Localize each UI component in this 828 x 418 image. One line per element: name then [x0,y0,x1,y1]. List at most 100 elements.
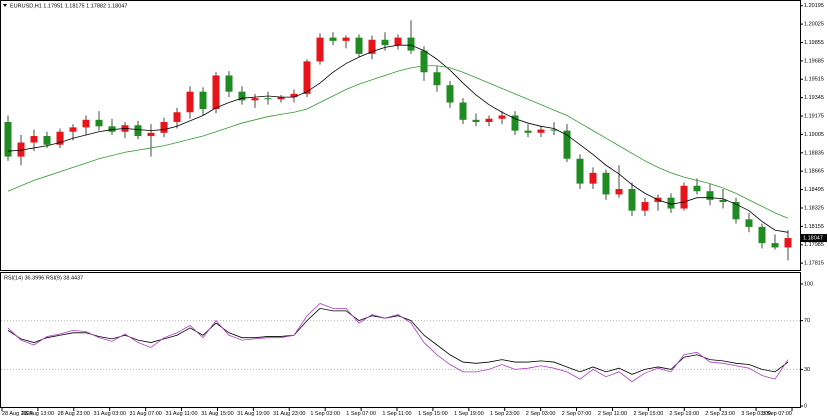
price-header: EURUSD,H1 1.17951 1.18175 1.17882 1.1804… [10,3,127,9]
indicator-line [7,44,789,233]
y-tick-label: 1.19005 [804,132,824,138]
candle-body [173,112,181,122]
x-tick-label: 31 Aug 11:00 [166,411,198,417]
y-tick-label: 1.18155 [804,224,824,230]
candle-body [485,118,493,122]
x-tick-label: 1 Sep 23:00 [490,411,520,417]
y-tick-label: 1.19345 [804,95,824,101]
candle-body [641,202,649,211]
candle-body [186,91,194,113]
candle-body [329,37,337,41]
y-tick-label: 30 [804,367,810,373]
candle-body [433,72,441,86]
y-tick-label: 1.19515 [804,77,824,83]
candle-body [537,129,545,133]
candle-body [459,102,467,120]
x-tick-label: 31 Aug 23:00 [273,411,305,417]
candle-body [693,185,701,192]
candle-body [69,127,77,132]
x-tick-label: 28 Aug 2020 [2,411,33,417]
candle-body [446,85,454,103]
candle-body [95,119,103,127]
x-tick-label: 3 Sep 03:00 [741,411,771,417]
candle-body [394,37,402,46]
y-tick-label: 1.19855 [804,40,824,46]
candle-body [82,119,90,128]
candle-body [30,136,38,143]
indicator-line [7,303,789,383]
candle-body [667,197,675,209]
x-tick-label: 1 Sep 11:00 [382,411,411,417]
candle-body [589,172,597,184]
candle-body [719,199,727,203]
x-tick-label: 31 Aug 19:00 [237,411,269,417]
x-tick-label: 1 Sep 03:00 [310,411,340,417]
y-tick-label: 1.19685 [804,58,824,64]
x-tick-label: 2 Sep 19:00 [669,411,699,417]
candle-body [550,129,558,131]
candle-body [160,121,168,133]
candle-body [277,97,285,100]
candle-body [407,37,415,51]
candle-body [134,125,142,137]
candle-body [43,136,51,145]
y-tick-label: 1.20025 [804,22,824,28]
x-tick-label: 2 Sep 07:00 [562,411,592,417]
candle-body [563,130,571,159]
x-tick-label: 2 Sep 03:00 [526,411,556,417]
candle-body [732,202,740,220]
candle-body [342,37,350,41]
candle-body [524,130,532,133]
x-tick-label: 2 Sep 15:00 [634,411,664,417]
x-tick-label: 2 Sep 11:00 [598,411,627,417]
candle-body [771,243,779,248]
price-frame [0,0,801,271]
candle-body [680,185,688,209]
y-tick-label: 1.20195 [804,3,824,9]
y-tick-label: 1.18835 [804,150,824,156]
candle-body [628,189,636,211]
indicator-line [7,65,789,219]
x-tick-label: 1 Sep 07:00 [346,411,376,417]
candle-body [758,226,766,244]
candle-body [238,91,246,101]
candle-body [212,75,220,109]
rsi-header: RSI(14) 36.3996 RSI(9) 38.4437 [4,275,83,281]
candle-body [108,126,116,132]
rsi-frame [0,272,801,408]
candle-body [498,115,506,119]
y-tick-label: 70 [804,318,810,324]
candle-body [355,37,363,54]
candle-body [264,98,272,100]
candle-body [56,131,64,145]
candle-body [4,121,12,157]
candle-body [602,172,610,195]
y-tick-label: 1.17985 [804,242,824,248]
y-tick-label: 1.18665 [804,169,824,175]
current-price-box [801,234,827,243]
candle-body [576,158,584,184]
candle-body [316,37,324,62]
x-tick-label: 28 Aug 13:00 [22,411,54,417]
x-tick-label: 31 Aug 03:00 [94,411,126,417]
candle-body [199,91,207,109]
y-tick-label: 1.18495 [804,187,824,193]
candle-body [381,39,389,46]
y-tick-label: 1.17815 [804,261,824,267]
candle-body [368,39,376,54]
y-tick-label: 1.19175 [804,113,824,119]
candle-body [17,142,25,157]
candle-body [706,191,714,200]
candle-body [290,93,298,98]
current-price-label: 1.18047 [803,235,823,241]
candle-body [225,75,233,92]
menu-arrow[interactable] [3,4,7,7]
x-tick-label: 28 Aug 23:00 [58,411,90,417]
candle-body [784,238,792,248]
x-tick-label: 31 Aug 15:00 [201,411,233,417]
x-tick-label: 31 Aug 07:00 [129,411,161,417]
y-tick-label: 0 [804,403,807,409]
candle-body [147,132,155,137]
